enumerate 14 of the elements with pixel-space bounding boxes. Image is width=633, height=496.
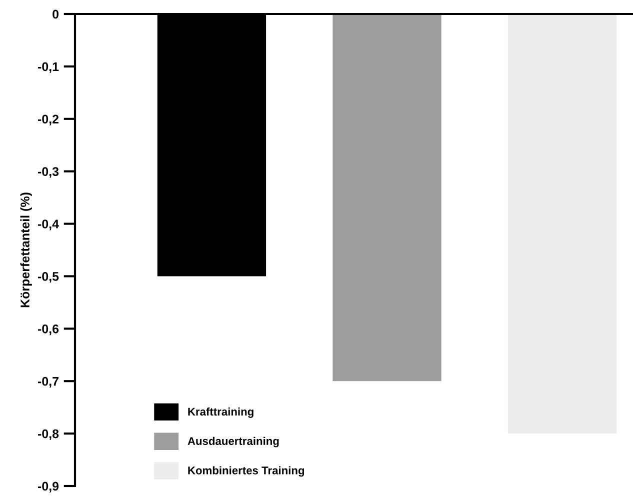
y-tick-label: -0,6 [38,324,59,336]
y-tick-label: -0,4 [38,220,59,230]
legend-label: Kombiniertes Training [188,466,304,477]
y-tick-label: -0,7 [38,376,58,388]
legend-label: Krafttraining [188,407,254,418]
y-tick-label: -0,2 [38,114,59,126]
y-tick-label: -0,9 [38,482,59,492]
y-tick-label: -0,8 [38,429,59,440]
legend-label: Ausdauertraining [188,436,279,448]
y-tick-label: -0,1 [38,62,59,73]
y-tick-label: -0,5 [38,272,59,283]
y-tick-label: 0 [52,10,59,19]
y-axis-title: Körperfettanteil (%) [20,192,32,308]
y-tick-label: -0,3 [38,167,59,178]
